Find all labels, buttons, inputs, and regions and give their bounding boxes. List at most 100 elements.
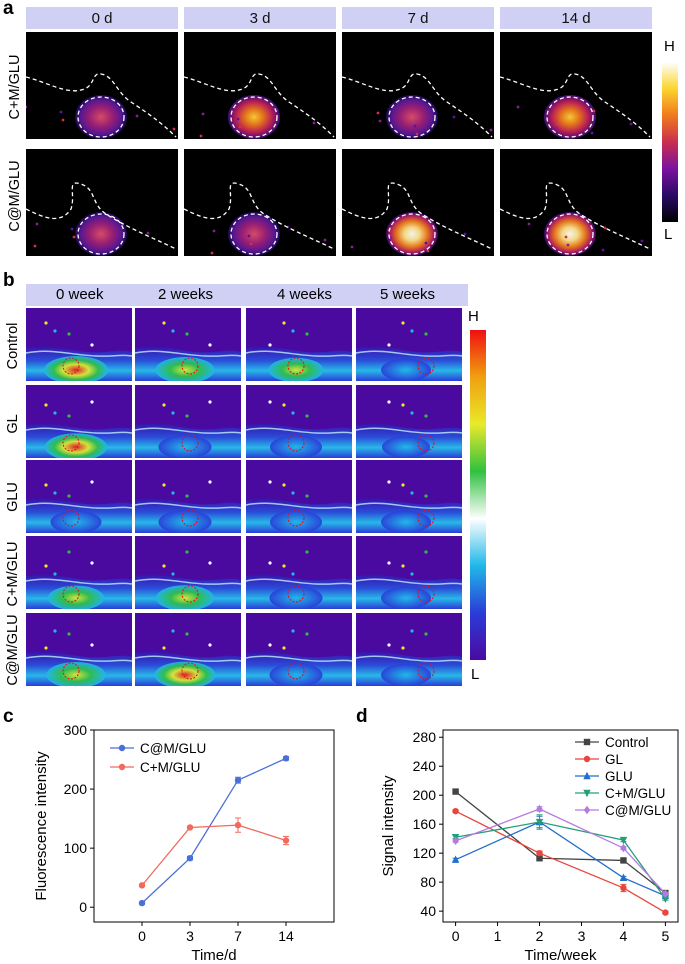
- panel-b-row-label-1: GL: [5, 414, 21, 434]
- panel-b-image-r0-c0: [26, 308, 132, 381]
- panel-a-colorbar-high: H: [664, 38, 675, 55]
- panel-c-letter: c: [3, 706, 14, 727]
- d-series-2-point-0: [451, 855, 460, 863]
- d-y-tick-label-5: 240: [413, 758, 437, 774]
- d-y-tick-label-0: 40: [420, 903, 436, 919]
- d-series-2-line: [455, 821, 666, 897]
- d-series-3-line: [455, 821, 666, 900]
- c-series-1-point-3: [282, 837, 290, 844]
- panel-a-image-r1-c2: [342, 149, 494, 256]
- panel-a-letter: a: [3, 0, 14, 19]
- c-legend-marker-0: [118, 744, 126, 752]
- d-series-4-line: [455, 808, 666, 895]
- panel-b-colorbar: [470, 330, 486, 660]
- c-series-0-point-1: [186, 854, 194, 862]
- panel-a-image-r1-c0: [26, 149, 178, 256]
- d-series-1: [452, 807, 669, 916]
- panel-a-colorbar-low: L: [664, 226, 673, 243]
- d-series-4-point-0: [452, 836, 459, 846]
- d-series-3-point-3: [661, 895, 670, 904]
- c-legend-marker-1: [118, 763, 126, 771]
- panel-a-image-r0-c1: [184, 32, 336, 139]
- d-x-tick-label-0: 0: [452, 928, 460, 944]
- panel-b-image-r4-c2: [246, 613, 352, 686]
- c-x-tick-label-2: 7: [234, 928, 242, 944]
- d-series-0-point-2: [620, 857, 627, 864]
- d-legend-marker-3: [583, 789, 591, 798]
- panel-b-letter: b: [3, 270, 15, 291]
- d-y-tick-label-1: 80: [420, 874, 436, 890]
- d-series-1-point-3: [662, 909, 669, 916]
- c-series-0-point-0: [138, 899, 146, 907]
- c-series-1-point-0: [138, 882, 146, 889]
- panel-b-colorbar-low: L: [471, 666, 480, 683]
- panel-b-image-r0-c2: [246, 308, 352, 381]
- d-series-3-point-1: [535, 818, 544, 827]
- panel-a-image-r1-c1: [184, 149, 336, 256]
- d-series-2-point-2: [619, 873, 628, 882]
- panel-a-row-label-1: C@M/GLU: [7, 160, 23, 232]
- c-y-tick-label-2: 200: [64, 781, 88, 797]
- panel-d-letter: d: [356, 706, 368, 727]
- panel-a-header-0: 0 d: [26, 7, 178, 29]
- c-legend-label-1: C+M/GLU: [140, 760, 200, 775]
- panel-a-image-r0-c0: [26, 32, 178, 139]
- panel-a-image-r0-c3: [500, 32, 652, 139]
- d-y-tick-label-3: 160: [413, 816, 437, 832]
- panel-b-row-label-4: C@M/GLU: [5, 614, 21, 686]
- c-series-1: [138, 817, 290, 889]
- c-legend: C@M/GLU C+M/GLU: [110, 741, 206, 775]
- panel-d-chart: 40 80 120 160 200 240 280 0 1 2 3 4 5 Time/week Signal…: [380, 729, 679, 964]
- panel-b-row-label-2: GLU: [5, 482, 21, 512]
- panel-b-header-3: 5 weeks: [380, 286, 436, 303]
- d-legend-label-0: Control: [605, 735, 649, 750]
- c-x-axis-label: Time/d: [191, 947, 236, 964]
- c-x-tick-label-0: 0: [138, 928, 146, 944]
- d-series-1-point-0: [452, 807, 459, 815]
- d-series-1-line: [455, 810, 666, 914]
- panel-a-image-r0-c2: [342, 32, 494, 139]
- d-legend-label-3: C+M/GLU: [605, 786, 665, 801]
- d-y-tick-label-2: 120: [413, 845, 437, 861]
- d-y-axis-label: Signal intensity: [380, 775, 397, 876]
- panel-b-image-r2-c3: [356, 460, 462, 533]
- panel-b-header-2: 4 weeks: [277, 286, 333, 303]
- c-series-0: [138, 755, 290, 907]
- panel-a-header-1: 3 d: [184, 7, 336, 29]
- d-series-1-point-2: [620, 884, 627, 892]
- panel-a-row-label-0: C+M/GLU: [7, 54, 23, 120]
- c-x-tick-label-1: 3: [186, 928, 194, 944]
- panel-b-image-r1-c1: [135, 385, 241, 458]
- d-series-3: [451, 814, 670, 904]
- d-x-tick-label-1: 1: [494, 928, 502, 944]
- d-x-tick-label-4: 4: [620, 928, 628, 944]
- panel-b-image-r1-c2: [246, 385, 352, 458]
- c-y-tick-label-3: 300: [64, 722, 88, 738]
- d-series-0-point-0: [452, 788, 459, 795]
- panel-b-image-r1-c3: [356, 385, 462, 458]
- d-x-tick-label-5: 5: [662, 928, 670, 944]
- d-series-0-point-1: [536, 855, 543, 862]
- c-y-axis-label: Fluorescence intensity: [33, 751, 50, 901]
- c-series-1-point-2: [234, 821, 242, 829]
- panel-b-image-r4-c3: [356, 613, 462, 686]
- panel-b-image-r3-c3: [356, 536, 462, 609]
- c-series-0-point-2: [234, 777, 242, 784]
- d-x-tick-label-3: 3: [578, 928, 586, 944]
- d-x-axis-label: Time/week: [525, 947, 597, 964]
- d-legend-marker-4: [583, 805, 591, 815]
- panel-b-image-r0-c3: [356, 308, 462, 381]
- c-plot-frame: [93, 729, 335, 923]
- panel-b-header-1: 2 weeks: [158, 286, 214, 303]
- d-series-3-point-2: [619, 836, 628, 845]
- c-series-0-point-3: [282, 755, 290, 762]
- panel-b-image-r3-c2: [246, 536, 352, 609]
- d-legend-label-1: GL: [605, 752, 624, 767]
- d-plot-frame: [442, 729, 679, 923]
- panel-b-header-bar: [26, 284, 468, 306]
- c-series-1-line: [141, 824, 287, 886]
- c-y-tick-label-1: 100: [64, 840, 88, 856]
- d-legend-label-2: GLU: [605, 769, 633, 784]
- panel-b-image-r4-c0: [26, 613, 132, 686]
- d-series-1-point-1: [536, 849, 543, 857]
